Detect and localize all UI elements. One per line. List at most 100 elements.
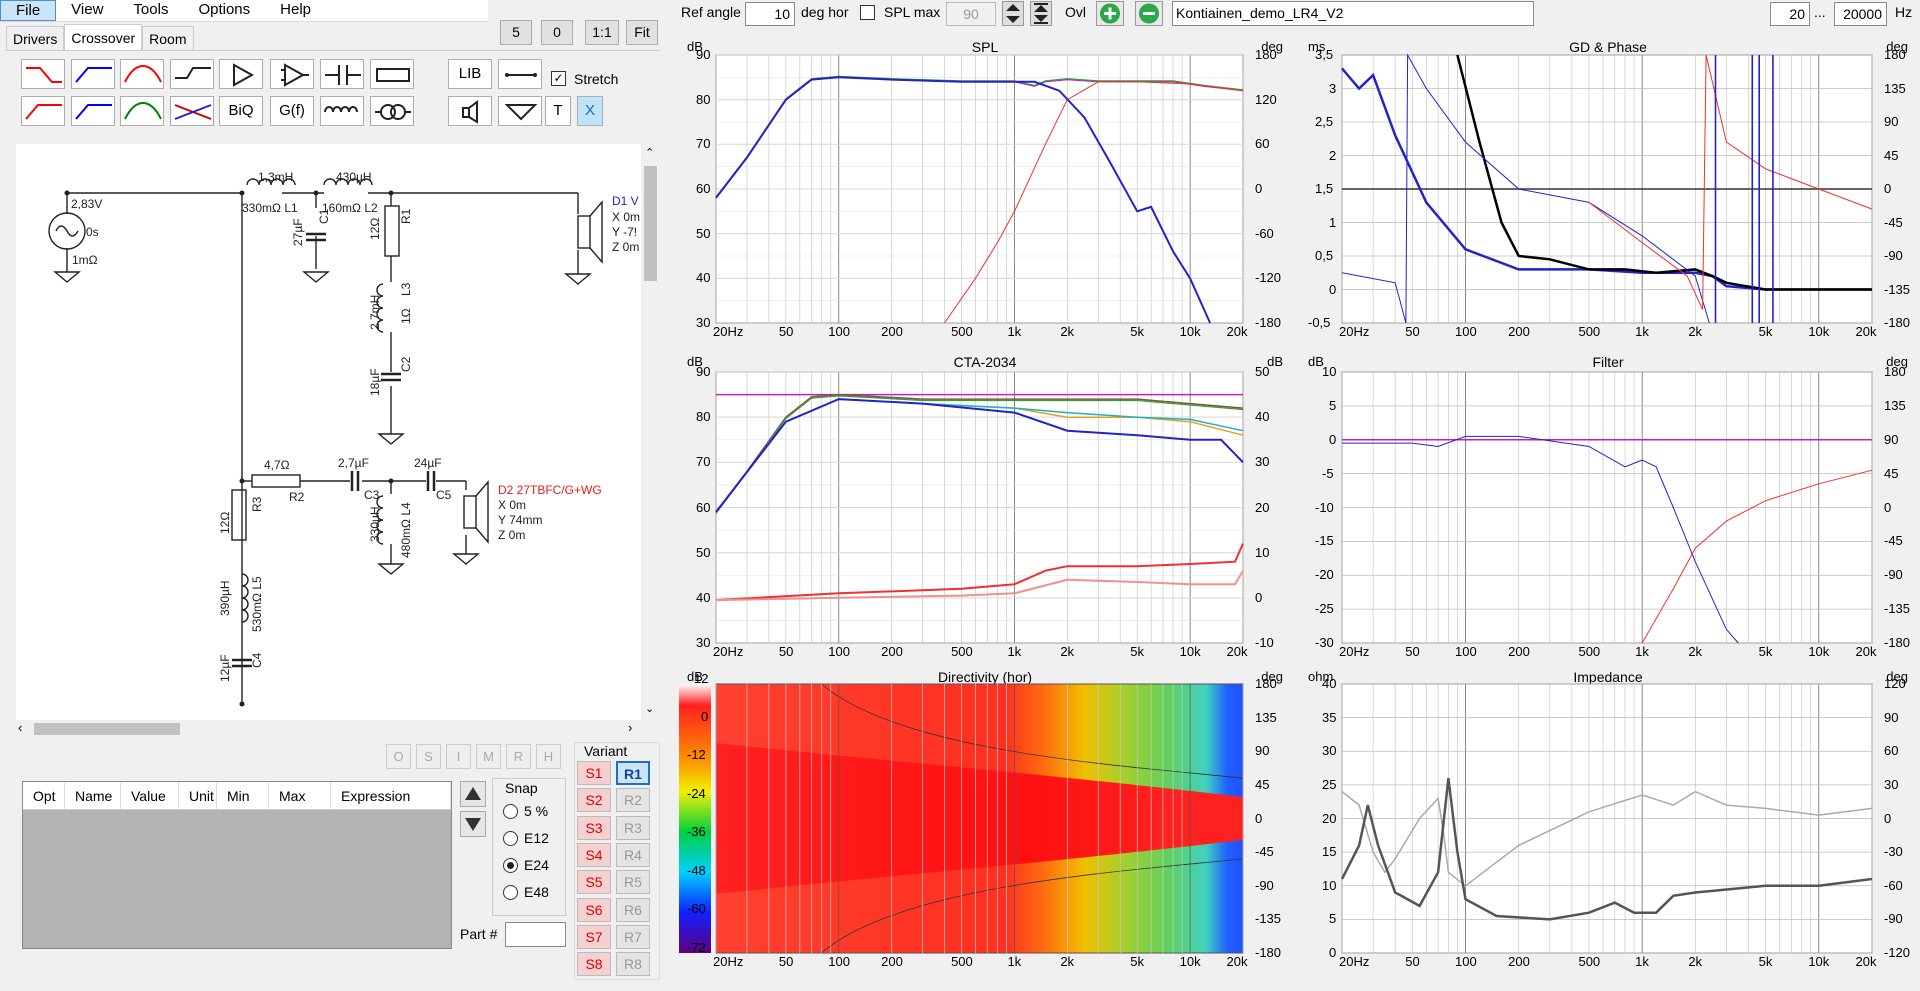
plot-gd[interactable]: GD & Phase ms deg 3,5 3 2,5 2 1,5 1 0,5 0 -0,5 180 13… <box>1298 36 1918 339</box>
menu-options[interactable]: Options <box>198 1 251 18</box>
plot-canvas[interactable] <box>1298 666 1918 978</box>
ref-angle-input[interactable]: 10 <box>745 2 795 26</box>
capacitor-tool[interactable] <box>320 59 364 89</box>
col-value[interactable]: Value <box>121 782 179 809</box>
snap-option[interactable]: E48 <box>503 884 549 900</box>
resistor-tool[interactable] <box>370 59 414 89</box>
variant-r4[interactable]: R4 <box>616 842 650 867</box>
spin-updown-icon[interactable] <box>1002 1 1024 26</box>
crossover-schematic[interactable]: 2,83V 0s 1mΩ 1,3mH 330mΩ L1 430µH 160mΩ … <box>16 144 658 720</box>
option-o-button[interactable]: O <box>386 744 411 769</box>
hp-red-icon <box>26 67 62 83</box>
peak-green-tool[interactable] <box>120 96 164 126</box>
schematic-hscroll[interactable]: ‹ › <box>16 720 641 738</box>
menu-tools[interactable]: Tools <box>133 1 169 18</box>
notch-tool[interactable] <box>170 96 214 126</box>
plot-canvas[interactable] <box>677 351 1293 657</box>
variant-r5[interactable]: R5 <box>616 870 650 895</box>
snap-option[interactable]: 5 % <box>503 803 548 819</box>
transformer-tool[interactable] <box>370 96 414 126</box>
move-up-button[interactable] <box>460 781 486 807</box>
x-button[interactable]: X <box>577 96 603 126</box>
tab-drivers[interactable]: Drivers <box>6 26 65 50</box>
snap-option[interactable]: E24 <box>503 857 549 873</box>
inductor-tool[interactable] <box>320 96 364 126</box>
spl-max-input[interactable]: 90 <box>946 2 996 26</box>
menu-file[interactable]: File <box>0 0 57 21</box>
plot-cta[interactable]: CTA-2034 dB dB 90 80 70 60 50 40 30 50 40 30 20 10 0 -10… <box>677 351 1293 659</box>
ground-tool[interactable] <box>498 96 542 126</box>
shelf-tool[interactable] <box>170 59 214 89</box>
snap-option-label: E12 <box>524 830 549 846</box>
plot-imp[interactable]: Impedance ohm deg 40 35 30 25 20 15 10 5 0 120 90 60 30… <box>1298 666 1918 978</box>
plot-canvas[interactable] <box>1298 351 1918 657</box>
option-s-button[interactable]: S <box>416 744 441 769</box>
variant-r1[interactable]: R1 <box>616 761 650 785</box>
col-expression[interactable]: Expression <box>331 782 451 809</box>
freq-min-input[interactable]: 20 <box>1770 2 1810 26</box>
freq-max-input[interactable]: 20000 <box>1834 2 1887 26</box>
add-overlay-button[interactable] <box>1096 1 1124 26</box>
col-name[interactable]: Name <box>65 782 121 809</box>
project-name-field[interactable]: Kontiainen_demo_LR4_V2 <box>1172 1 1534 26</box>
hp-red-tool[interactable] <box>21 59 65 89</box>
hp-blue-tool[interactable] <box>71 96 115 126</box>
zoom-0-button[interactable]: 0 <box>541 20 573 45</box>
col-unit[interactable]: Unit <box>179 782 217 809</box>
plot-dir[interactable]: Directivity (hor) dB deg 12 0 -12 -24 -36 -48 -60… <box>677 666 1293 978</box>
variant-s3[interactable]: S3 <box>577 815 611 840</box>
lp-blue-tool[interactable] <box>71 59 115 89</box>
variant-s2[interactable]: S2 <box>577 788 611 813</box>
option-m-button[interactable]: M <box>476 744 501 769</box>
option-h-button[interactable]: H <box>536 744 561 769</box>
variant-s6[interactable]: S6 <box>577 897 611 922</box>
speaker-tool[interactable] <box>448 96 492 126</box>
variant-r8[interactable]: R8 <box>616 952 650 977</box>
schematic-vscroll[interactable]: ⌃ ⌄ <box>641 144 660 720</box>
part-number-input[interactable] <box>505 922 566 947</box>
plot-spl[interactable]: SPL dB deg 90 80 70 60 50 40 30 180 120 60 0 -60 -120 -1… <box>677 36 1293 339</box>
menu-help[interactable]: Help <box>280 1 312 18</box>
variant-r7[interactable]: R7 <box>616 924 650 949</box>
parameter-table[interactable]: Opt Name Value Unit Min Max Expression <box>22 781 452 949</box>
col-opt[interactable]: Opt <box>23 782 65 809</box>
opamp-tool[interactable] <box>270 59 314 89</box>
variant-s4[interactable]: S4 <box>577 842 611 867</box>
col-min[interactable]: Min <box>217 782 269 809</box>
option-i-button[interactable]: I <box>446 744 471 769</box>
snap-option[interactable]: E12 <box>503 830 549 846</box>
plot-filter[interactable]: Filter dB deg 10 5 0 -5 -10 -15 -20 -25 -30 180 135 90… <box>1298 351 1918 659</box>
tab-room[interactable]: Room <box>142 26 194 50</box>
fit-button[interactable]: Fit <box>626 20 658 45</box>
zoom-1to1-button[interactable]: 1:1 <box>585 20 619 45</box>
remove-overlay-button[interactable] <box>1135 1 1163 26</box>
stretch-checkbox[interactable]: ✓ <box>551 71 566 86</box>
wire-tool[interactable] <box>498 59 542 89</box>
bp-red-tool[interactable] <box>120 59 164 89</box>
plot-canvas[interactable] <box>677 36 1293 336</box>
move-down-button[interactable] <box>460 811 486 837</box>
variant-s8[interactable]: S8 <box>577 952 611 977</box>
option-r-button[interactable]: R <box>506 744 531 769</box>
y-tick-label: -0,5 <box>1308 315 1331 330</box>
tab-crossover[interactable]: Crossover <box>64 24 143 50</box>
variant-s5[interactable]: S5 <box>577 870 611 895</box>
variant-r3[interactable]: R3 <box>616 815 650 840</box>
gf-button[interactable]: G(f) <box>270 96 314 126</box>
t-button[interactable]: T <box>545 96 571 126</box>
zoom-5-button[interactable]: 5 <box>500 20 532 45</box>
variant-s1[interactable]: S1 <box>577 761 611 785</box>
variant-r6[interactable]: R6 <box>616 897 650 922</box>
plot-canvas[interactable] <box>1298 36 1918 336</box>
variant-s7[interactable]: S7 <box>577 924 611 949</box>
variant-r2[interactable]: R2 <box>616 788 650 813</box>
spl-max-checkbox[interactable] <box>860 5 875 20</box>
lp-red-tool[interactable] <box>21 96 65 126</box>
menu-view[interactable]: View <box>71 1 104 18</box>
spin-fast-icon[interactable] <box>1030 1 1052 26</box>
plot-canvas[interactable] <box>677 666 1293 978</box>
col-max[interactable]: Max <box>269 782 331 809</box>
buffer-tool[interactable] <box>219 59 263 89</box>
biq-button[interactable]: BiQ <box>219 96 263 126</box>
lib-button[interactable]: LIB <box>448 59 492 89</box>
